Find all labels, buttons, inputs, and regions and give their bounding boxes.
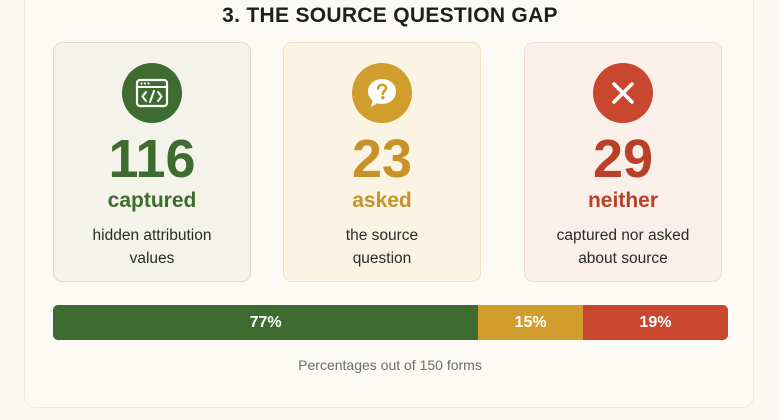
- bar-segment-captured: 77%: [53, 305, 479, 340]
- captured-description-line-1: hidden attribution: [92, 227, 212, 244]
- asked-description-line-1: the source: [345, 227, 419, 244]
- neither-count: 29: [592, 129, 654, 189]
- neither-description-line-1: captured nor asked: [556, 227, 690, 244]
- bar-caption: Percentages out of 150 forms: [298, 357, 482, 373]
- captured-description: hidden attribution values: [64, 224, 240, 270]
- card-neither: 29 neither captured nor asked about sour…: [524, 42, 722, 282]
- bar-segment-asked: 15%: [478, 305, 583, 340]
- asked-count: 23: [351, 129, 413, 189]
- captured-count: 116: [108, 129, 196, 189]
- section-title: 3. THE SOURCE QUESTION GAP: [222, 4, 558, 27]
- close-x-icon: [593, 63, 653, 123]
- bar-segment-neither: 19%: [582, 305, 728, 340]
- asked-label: asked: [352, 189, 412, 212]
- asked-description-line-2: question: [352, 250, 412, 267]
- neither-description: captured nor asked about source: [535, 224, 711, 270]
- card-asked: 23 asked the source question: [283, 42, 481, 282]
- asked-description: the source question: [294, 224, 470, 270]
- percentage-bar: 77% 15% 19%: [53, 305, 728, 340]
- captured-label: captured: [107, 189, 197, 212]
- code-window-icon: [122, 63, 182, 123]
- card-captured: 116 captured hidden attribution values: [53, 42, 251, 282]
- question-bubble-icon: [352, 63, 412, 123]
- neither-description-line-2: about source: [578, 250, 668, 267]
- neither-label: neither: [587, 189, 658, 212]
- captured-description-line-2: values: [129, 250, 175, 267]
